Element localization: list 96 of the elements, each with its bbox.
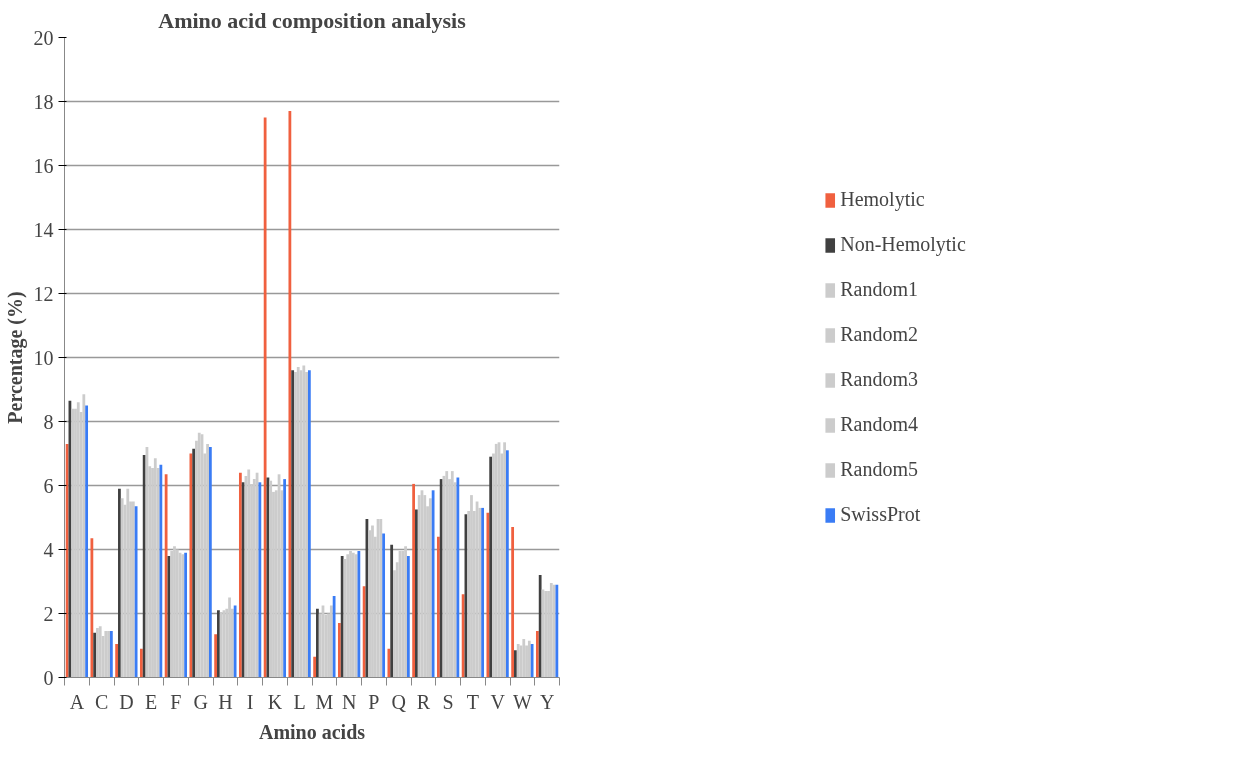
bar (134, 506, 138, 678)
x-tick-label: N (341, 690, 357, 713)
legend-label: Random1 (840, 278, 919, 301)
x-tick-label: T (466, 690, 479, 713)
bar (90, 538, 94, 678)
bar (404, 546, 407, 678)
bar (535, 631, 539, 678)
bar (71, 408, 75, 678)
x-tick-label: F (170, 690, 182, 713)
bar (313, 656, 317, 678)
bar (436, 536, 440, 678)
legend-label: Random5 (840, 458, 919, 481)
legend-label: Non-Hemolytic (840, 233, 966, 256)
bar (288, 111, 292, 678)
bar (412, 483, 416, 678)
x-tick-label: Q (391, 690, 407, 713)
y-tick-label: 0 (43, 666, 54, 689)
y-tick-label: 16 (33, 154, 54, 177)
bar (316, 608, 319, 678)
x-tick-label: H (218, 690, 233, 713)
bar (192, 448, 196, 678)
bar (189, 453, 193, 678)
bar (93, 632, 97, 678)
bar (329, 605, 333, 678)
bar (142, 455, 146, 678)
bar (461, 594, 465, 678)
bar (390, 544, 394, 678)
bar (131, 501, 135, 678)
bar (362, 586, 366, 678)
bar (283, 479, 287, 678)
bar (368, 530, 372, 678)
bar (514, 650, 517, 678)
y-tick-label: 4 (43, 538, 54, 561)
x-tick-label: M (315, 690, 334, 713)
bar (241, 482, 245, 678)
legend-label: Random2 (840, 323, 919, 346)
bar (164, 474, 168, 678)
legend-label: SwissProt (840, 503, 921, 526)
bar (340, 555, 344, 678)
bar (258, 482, 262, 678)
bar (96, 627, 99, 678)
bar (382, 533, 386, 678)
bar (406, 555, 410, 678)
bar (505, 450, 509, 678)
y-tick-label: 10 (33, 346, 54, 369)
bar (431, 490, 435, 678)
bar (486, 512, 490, 678)
y-tick-label: 2 (43, 602, 54, 625)
bar (511, 527, 515, 678)
bar (332, 595, 336, 678)
x-tick-label: L (293, 690, 306, 713)
x-tick-label: D (119, 690, 134, 713)
y-tick-label: 6 (43, 474, 54, 497)
bar (503, 442, 506, 678)
x-tick-label: W (512, 690, 532, 713)
bar (208, 447, 212, 678)
x-axis-title: Amino acids (258, 720, 366, 743)
bar (115, 643, 119, 678)
bar (238, 472, 242, 678)
bar (65, 443, 69, 678)
legend-label: Random4 (840, 413, 919, 436)
x-tick-label: A (69, 690, 85, 713)
legend-label: Hemolytic (840, 188, 925, 211)
bar (387, 648, 391, 678)
bar (439, 479, 443, 678)
bar (206, 443, 209, 678)
x-tick-label: S (442, 690, 454, 713)
y-axis-title: Percentage (%) (3, 291, 27, 424)
bar (139, 648, 143, 678)
bar (263, 117, 267, 678)
x-tick-label: K (267, 690, 283, 713)
bar (415, 509, 418, 678)
y-tick-label: 8 (43, 410, 54, 433)
bar (337, 623, 341, 678)
bar (120, 498, 124, 678)
bar (538, 575, 542, 678)
bar (82, 394, 86, 678)
y-tick-label: 20 (33, 26, 54, 49)
bar (456, 477, 460, 678)
legend-label: Random3 (840, 368, 919, 391)
bar (118, 488, 121, 678)
bar (85, 405, 89, 678)
y-tick-label: 14 (33, 218, 54, 241)
x-tick-label: R (416, 690, 431, 713)
chart-title: Amino acid composition analysis (158, 7, 467, 33)
x-tick-label: I (246, 690, 254, 713)
x-tick-label: G (193, 690, 208, 713)
bar (214, 634, 218, 678)
y-tick-label: 18 (33, 90, 54, 113)
x-tick-label: V (490, 690, 506, 713)
y-tick-label: 12 (33, 282, 54, 305)
bar (428, 498, 432, 678)
x-tick-label: E (145, 690, 158, 713)
x-tick-label: C (94, 690, 109, 713)
x-tick-label: P (368, 690, 380, 713)
x-tick-label: Y (539, 690, 555, 713)
